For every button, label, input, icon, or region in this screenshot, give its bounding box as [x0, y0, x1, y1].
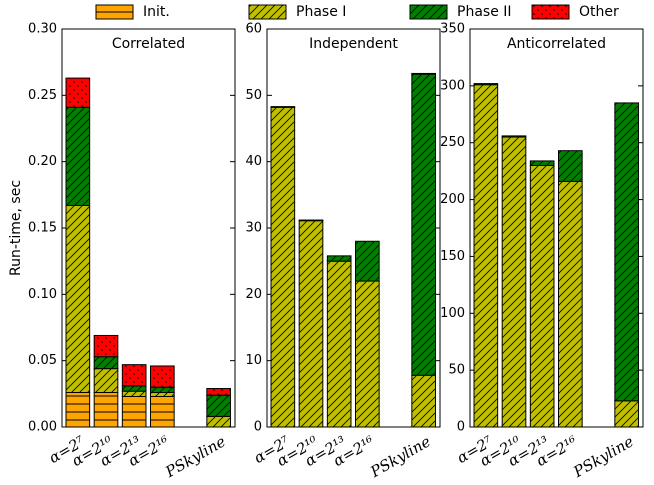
bar-segment: [298, 220, 324, 428]
y-tick-label: 0.30: [28, 22, 57, 37]
bar-segment: [150, 386, 175, 394]
y-tick-label: 30: [245, 221, 262, 236]
bar-segment: [206, 415, 231, 428]
bar-segment: [121, 364, 147, 387]
y-tick-label: 0.25: [28, 88, 57, 103]
bar-segment: [65, 77, 91, 108]
plot-frame: [61, 28, 236, 428]
chart-title: Anticorrelated: [507, 36, 606, 52]
bar-segment: [65, 392, 91, 428]
x-tick-label: PSkyline: [162, 432, 229, 481]
x-tick-label: PSkyline: [570, 432, 637, 481]
bar-segment: [529, 164, 555, 428]
bar-segment: [614, 102, 639, 402]
y-tick-label: 0.10: [28, 287, 57, 302]
legend-label: Phase I: [296, 4, 346, 20]
bar-segment: [121, 385, 147, 392]
bar-segment: [411, 73, 436, 376]
bar-segment: [558, 180, 583, 428]
bar-segment: [270, 106, 296, 428]
plot-frame: [469, 28, 644, 428]
y-tick-label: 0.15: [28, 221, 57, 236]
bar-segment: [558, 150, 583, 182]
bar-segment: [121, 395, 147, 428]
bar-segment: [150, 365, 175, 388]
bar-segment: [65, 106, 91, 206]
y-axis-label: Run-time, sec: [8, 180, 24, 276]
chart-title: Independent: [309, 36, 398, 52]
y-tick-label: 150: [440, 249, 465, 264]
bar-segment: [298, 219, 324, 222]
bar-segment: [473, 84, 499, 428]
bar-segment: [501, 136, 527, 428]
bar-segment: [355, 240, 380, 282]
bar-segment: [411, 374, 436, 428]
bar-segment: [501, 135, 527, 138]
y-tick-label: 250: [440, 135, 465, 150]
bar-segment: [65, 204, 91, 394]
y-tick-label: 100: [440, 306, 465, 321]
bar-segment: [614, 400, 639, 428]
bar-segment: [270, 106, 296, 108]
bar-segment: [326, 255, 352, 262]
y-tick-label: 300: [440, 78, 465, 93]
legend-label: Init.: [143, 4, 170, 20]
y-tick-label: 10: [245, 353, 262, 368]
y-tick-label: 40: [245, 154, 262, 169]
y-tick-label: 200: [440, 192, 465, 207]
bar-segment: [150, 395, 175, 428]
y-tick-label: 0.20: [28, 154, 57, 169]
bar-segment: [93, 368, 119, 394]
y-tick-label: 0.05: [28, 353, 57, 368]
y-tick-label: 60: [245, 22, 262, 37]
y-tick-label: 50: [448, 363, 465, 378]
legend-swatch: [95, 4, 134, 20]
bar-segment: [411, 72, 436, 75]
legend-label: Phase II: [457, 4, 512, 20]
y-tick-label: 20: [245, 287, 262, 302]
bar-segment: [473, 83, 499, 86]
x-tick-label: PSkyline: [367, 432, 434, 481]
y-tick-label: 0: [254, 420, 262, 435]
chart-title: Correlated: [112, 36, 185, 52]
y-tick-label: 0: [457, 420, 465, 435]
y-tick-label: 350: [440, 22, 465, 37]
bar-segment: [93, 356, 119, 370]
bar-segment: [93, 334, 119, 358]
legend-label: Other: [579, 4, 619, 20]
bar-segment: [150, 392, 175, 397]
bar-segment: [93, 392, 119, 428]
y-tick-label: 0.00: [28, 420, 57, 435]
bar-segment: [206, 388, 231, 396]
legend-swatch: [531, 4, 570, 20]
legend-swatch: [409, 4, 448, 20]
bar-segment: [326, 260, 352, 428]
y-tick-label: 50: [245, 88, 262, 103]
bar-segment: [355, 280, 380, 428]
bar-segment: [529, 160, 555, 166]
plot-frame: [266, 28, 441, 428]
bar-segment: [121, 390, 147, 397]
bar-segment: [206, 394, 231, 417]
legend-swatch: [248, 4, 287, 20]
